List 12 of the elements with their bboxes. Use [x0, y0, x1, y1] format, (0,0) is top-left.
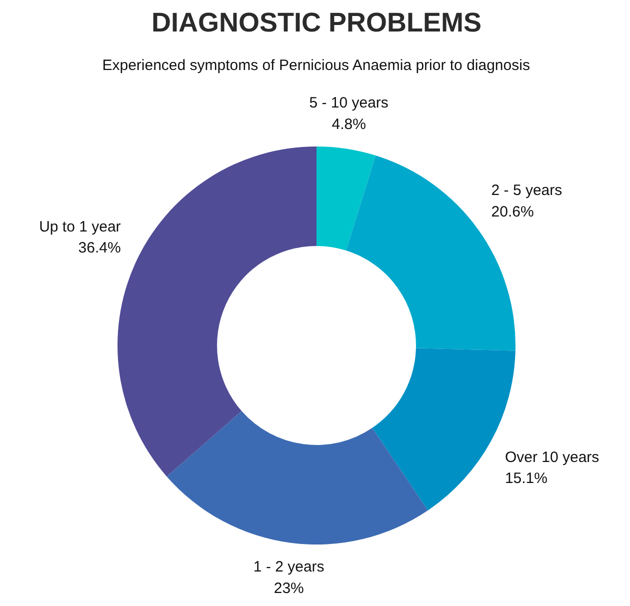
slice-label: 5 - 10 years	[309, 94, 388, 112]
slice-label: 2 - 5 years	[491, 182, 562, 200]
chart-subtitle: Experienced symptoms of Pernicious Anaemia prior to diagnosis	[102, 57, 530, 74]
data-label: 15.1%	[504, 470, 548, 488]
slice-label: Over 10 years	[504, 448, 600, 466]
data-label: 20.6%	[491, 203, 534, 220]
data-label: 23%	[274, 580, 304, 597]
slice-label: Up to 1 year	[39, 218, 121, 236]
chart-title: DIAGNOSTIC PROBLEMS	[151, 8, 482, 38]
data-label: 4.8%	[332, 116, 366, 134]
slice-label: 1 - 2 years	[253, 558, 324, 576]
data-label: 36.4%	[78, 240, 121, 257]
